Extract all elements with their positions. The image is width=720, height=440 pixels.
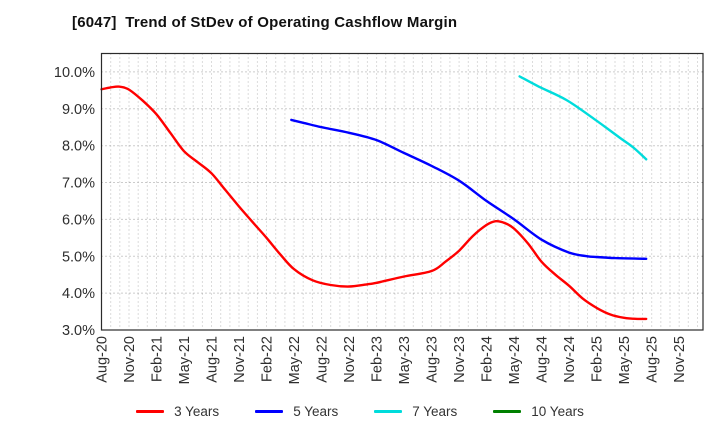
grid-horizontal bbox=[101, 71, 703, 294]
y-axis-tick-labels: 10.0% 9.0% 8.0% 7.0% 6.0% 5.0% 4.0% 3.0% bbox=[54, 65, 95, 339]
legend-swatch-5-years bbox=[255, 410, 284, 413]
x-tick-label: Nov-22 bbox=[342, 336, 358, 383]
x-tick-label: Aug-24 bbox=[535, 336, 551, 383]
x-tick-label: Nov-24 bbox=[562, 336, 578, 383]
legend-item-5-years: 5 Years bbox=[255, 404, 338, 419]
x-tick-label: Feb-24 bbox=[480, 336, 496, 382]
y-tick-label: 10.0% bbox=[54, 65, 95, 81]
y-tick-label: 9.0% bbox=[62, 102, 95, 118]
x-tick-label: Aug-25 bbox=[645, 336, 661, 383]
x-tick-label: Aug-22 bbox=[315, 336, 331, 383]
x-tick-label: May-24 bbox=[507, 336, 523, 384]
x-tick-label: Aug-21 bbox=[205, 336, 221, 383]
x-tick-label: Feb-25 bbox=[590, 336, 606, 382]
chart-title: [6047] Trend of StDev of Operating Cashf… bbox=[72, 14, 458, 31]
y-tick-label: 6.0% bbox=[62, 212, 95, 228]
legend-item-7-years: 7 Years bbox=[374, 404, 457, 419]
plot-frame bbox=[100, 52, 704, 331]
x-tick-label: Nov-20 bbox=[122, 336, 138, 383]
legend-label-10-years: 10 Years bbox=[531, 404, 584, 419]
legend-swatch-3-years bbox=[136, 410, 165, 413]
y-tick-label: 3.0% bbox=[62, 323, 95, 339]
x-tick-label: Feb-21 bbox=[150, 336, 166, 382]
series-line-7-years bbox=[518, 75, 648, 161]
y-tick-label: 7.0% bbox=[62, 176, 95, 192]
y-tick-label: 8.0% bbox=[62, 139, 95, 155]
legend-swatch-7-years bbox=[374, 410, 403, 413]
x-axis-tick-labels: Aug-20 Nov-20 Feb-21 May-21 Aug-21 Nov-21 Feb-… bbox=[95, 336, 689, 384]
legend-label-5-years: 5 Years bbox=[293, 404, 339, 419]
grid-vertical bbox=[110, 53, 698, 330]
x-tick-label: Nov-25 bbox=[672, 336, 688, 383]
x-tick-label: May-22 bbox=[287, 336, 303, 384]
x-tick-label: Aug-23 bbox=[425, 336, 441, 383]
x-tick-label: Feb-23 bbox=[370, 336, 386, 382]
series-line-3-years bbox=[100, 85, 648, 321]
legend-item-10-years: 10 Years bbox=[493, 404, 584, 419]
series-line-5-years bbox=[290, 118, 648, 260]
legend-item-3-years: 3 Years bbox=[136, 404, 219, 419]
x-tick-label: May-21 bbox=[177, 336, 193, 384]
legend-swatch-10-years bbox=[493, 410, 522, 413]
y-tick-label: 4.0% bbox=[62, 286, 95, 302]
x-tick-label: Feb-22 bbox=[260, 336, 276, 382]
x-tick-label: Nov-21 bbox=[232, 336, 248, 383]
x-tick-label: May-25 bbox=[617, 336, 633, 384]
chart-legend: 3 Years 5 Years 7 Years 10 Years bbox=[0, 404, 720, 419]
x-tick-label: Aug-20 bbox=[95, 336, 111, 383]
y-tick-label: 5.0% bbox=[62, 249, 95, 265]
x-tick-label: Nov-23 bbox=[452, 336, 468, 383]
legend-label-3-years: 3 Years bbox=[174, 404, 220, 419]
legend-label-7-years: 7 Years bbox=[412, 404, 458, 419]
x-tick-label: May-23 bbox=[397, 336, 413, 384]
